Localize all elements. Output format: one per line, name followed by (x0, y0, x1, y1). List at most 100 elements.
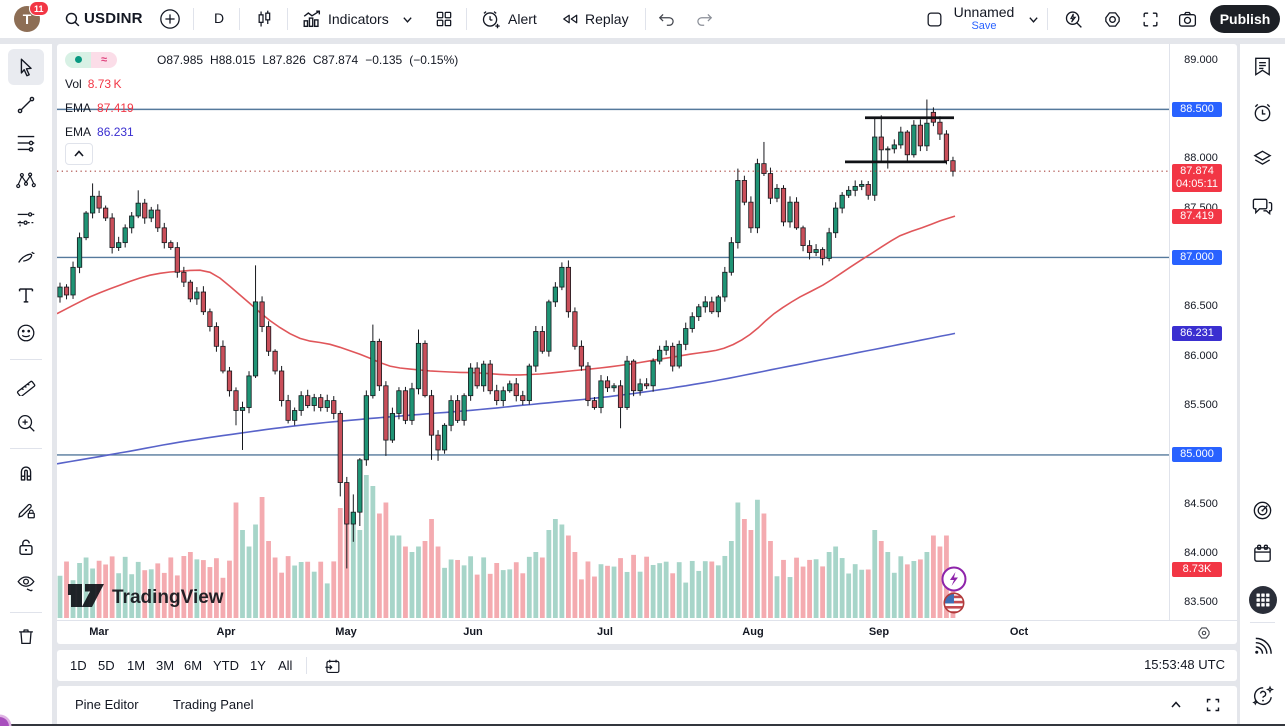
tab-pine-editor[interactable]: Pine Editor (75, 697, 139, 712)
level-badge-88.500[interactable]: 88.500 (1172, 101, 1222, 117)
timezone-settings-icon[interactable] (1196, 625, 1212, 641)
month-label-Oct: Oct (1009, 626, 1029, 638)
indicators-button[interactable]: Indicators (328, 11, 389, 27)
volume-bar (644, 556, 650, 618)
tool-fib-retracement[interactable] (8, 125, 44, 161)
go-to-date-icon[interactable] (320, 654, 344, 678)
symbol-search-input[interactable]: USDINR (84, 10, 143, 27)
range-ytd[interactable]: YTD (213, 658, 239, 673)
alert-button[interactable]: Alert (508, 11, 537, 27)
quick-search-icon[interactable] (1062, 8, 1084, 30)
layout-chevron-icon[interactable] (1026, 12, 1040, 26)
range-5d[interactable]: 5D (98, 658, 115, 673)
replay-icon[interactable] (559, 8, 581, 30)
fullscreen-icon[interactable] (1139, 8, 1161, 30)
streams-icon[interactable] (1244, 628, 1281, 665)
tool-magnet[interactable] (8, 455, 44, 491)
candle-body (265, 326, 272, 352)
save-layout-icon[interactable] (924, 9, 944, 29)
volume-bar (161, 572, 167, 618)
clock-utc[interactable]: 15:53:48 UTC (1144, 657, 1225, 672)
indicators-icon[interactable] (301, 8, 323, 30)
time-scale[interactable]: Mar Apr May Jun Jul Aug Sep Oct (57, 620, 1237, 644)
undo-icon[interactable] (655, 8, 677, 30)
candle-body (520, 395, 526, 402)
tool-text[interactable] (8, 277, 44, 313)
tool-remove-all[interactable] (8, 618, 44, 654)
interval-button[interactable]: D (213, 10, 225, 26)
layout-grid-icon[interactable] (433, 8, 455, 30)
range-3m[interactable]: 3M (156, 658, 175, 673)
candle-body (539, 331, 545, 352)
object-tree-icon[interactable] (1244, 140, 1281, 177)
candle-body (194, 291, 200, 300)
tool-cursor[interactable] (8, 49, 44, 85)
level-badge-87.000[interactable]: 87.000 (1172, 249, 1222, 265)
event-us-flag-icon[interactable] (943, 592, 965, 614)
calendar-icon[interactable] (1244, 535, 1281, 572)
price-tick-84.000: 84.000 (1184, 547, 1218, 560)
date-range-toolbar: 1D 5D 1M 3M 6M YTD 1Y All 15:53:48 UTC (57, 650, 1237, 681)
level-badge-85.000[interactable]: 85.000 (1172, 447, 1222, 463)
price-chart[interactable]: TradingView (57, 44, 1169, 620)
redo-icon[interactable] (694, 8, 716, 30)
volume-badge[interactable]: 8.73K (1172, 562, 1222, 578)
tool-drawing-lock[interactable] (8, 492, 44, 528)
market-status-pill[interactable]: ≈ (65, 51, 117, 68)
assistant-bubble[interactable] (0, 717, 9, 726)
legend-collapse-button[interactable] (65, 143, 93, 165)
candle-body (859, 183, 865, 187)
volume-bar (702, 561, 708, 618)
replay-button[interactable]: Replay (585, 11, 629, 27)
tool-brush[interactable] (8, 239, 44, 275)
price-scale[interactable]: 89.00088.50088.00087.50087.00086.50086.0… (1169, 44, 1237, 620)
tab-trading-panel[interactable]: Trading Panel (173, 697, 254, 712)
chat-icon[interactable] (1244, 187, 1281, 224)
indicators-chevron-icon[interactable] (400, 12, 414, 26)
candle-body (741, 180, 747, 203)
candle-body (572, 311, 578, 347)
last-price-badge[interactable]: 87.874 04:05:11 (1172, 164, 1222, 193)
tool-zoom-in[interactable] (8, 405, 44, 441)
ideas-icon[interactable] (1244, 492, 1281, 529)
volume-bar (363, 475, 369, 618)
volume-bar (520, 573, 526, 618)
chart-pane[interactable]: TradingView ≈ O87.985 H88.015 L87.826 C87.8… (57, 44, 1237, 644)
compare-add-icon[interactable] (159, 8, 181, 30)
chart-style-icon[interactable] (253, 8, 275, 30)
tool-emoji[interactable] (8, 315, 44, 351)
save-button[interactable]: Save (971, 20, 997, 32)
tool-hide-all[interactable] (8, 565, 44, 601)
watchlist-icon[interactable] (1244, 48, 1281, 85)
tool-xabcd-pattern[interactable] (8, 163, 44, 199)
screenshot-camera-icon[interactable] (1176, 8, 1198, 30)
publish-button[interactable]: Publish (1210, 5, 1280, 33)
range-1y[interactable]: 1Y (250, 658, 266, 673)
tool-trend-line[interactable] (8, 87, 44, 123)
volume-bar (253, 524, 258, 618)
tool-lock-all[interactable] (8, 529, 44, 565)
ema-badge-86.231[interactable]: 86.231 (1172, 325, 1222, 341)
range-6m[interactable]: 6M (184, 658, 203, 673)
range-1m[interactable]: 1M (127, 658, 146, 673)
help-icon[interactable] (1244, 677, 1281, 714)
range-all[interactable]: All (278, 658, 293, 673)
settings-gear-icon[interactable] (1101, 8, 1123, 30)
tool-forecast[interactable] (8, 201, 44, 237)
panel-maximize-icon[interactable] (1204, 696, 1222, 714)
volume-bar (155, 563, 161, 618)
ema-badge-87.419[interactable]: 87.419 (1172, 208, 1222, 224)
candle-body (800, 227, 806, 247)
ema-line-87.419[interactable] (57, 215, 956, 376)
volume-bar (357, 530, 363, 618)
alert-icon[interactable] (479, 8, 501, 30)
alerts-clock-icon[interactable] (1244, 94, 1281, 131)
ema-line-86.231[interactable] (57, 332, 956, 465)
range-1d[interactable]: 1D (70, 658, 87, 673)
event-lightning-icon[interactable] (941, 566, 967, 592)
layout-name[interactable]: Unnamed (953, 4, 1015, 20)
tool-ruler[interactable] (8, 367, 44, 403)
apps-grid-icon[interactable] (1244, 581, 1281, 618)
panel-expand-chevron-icon[interactable] (1167, 696, 1185, 714)
symbol-search-icon[interactable] (62, 9, 82, 29)
